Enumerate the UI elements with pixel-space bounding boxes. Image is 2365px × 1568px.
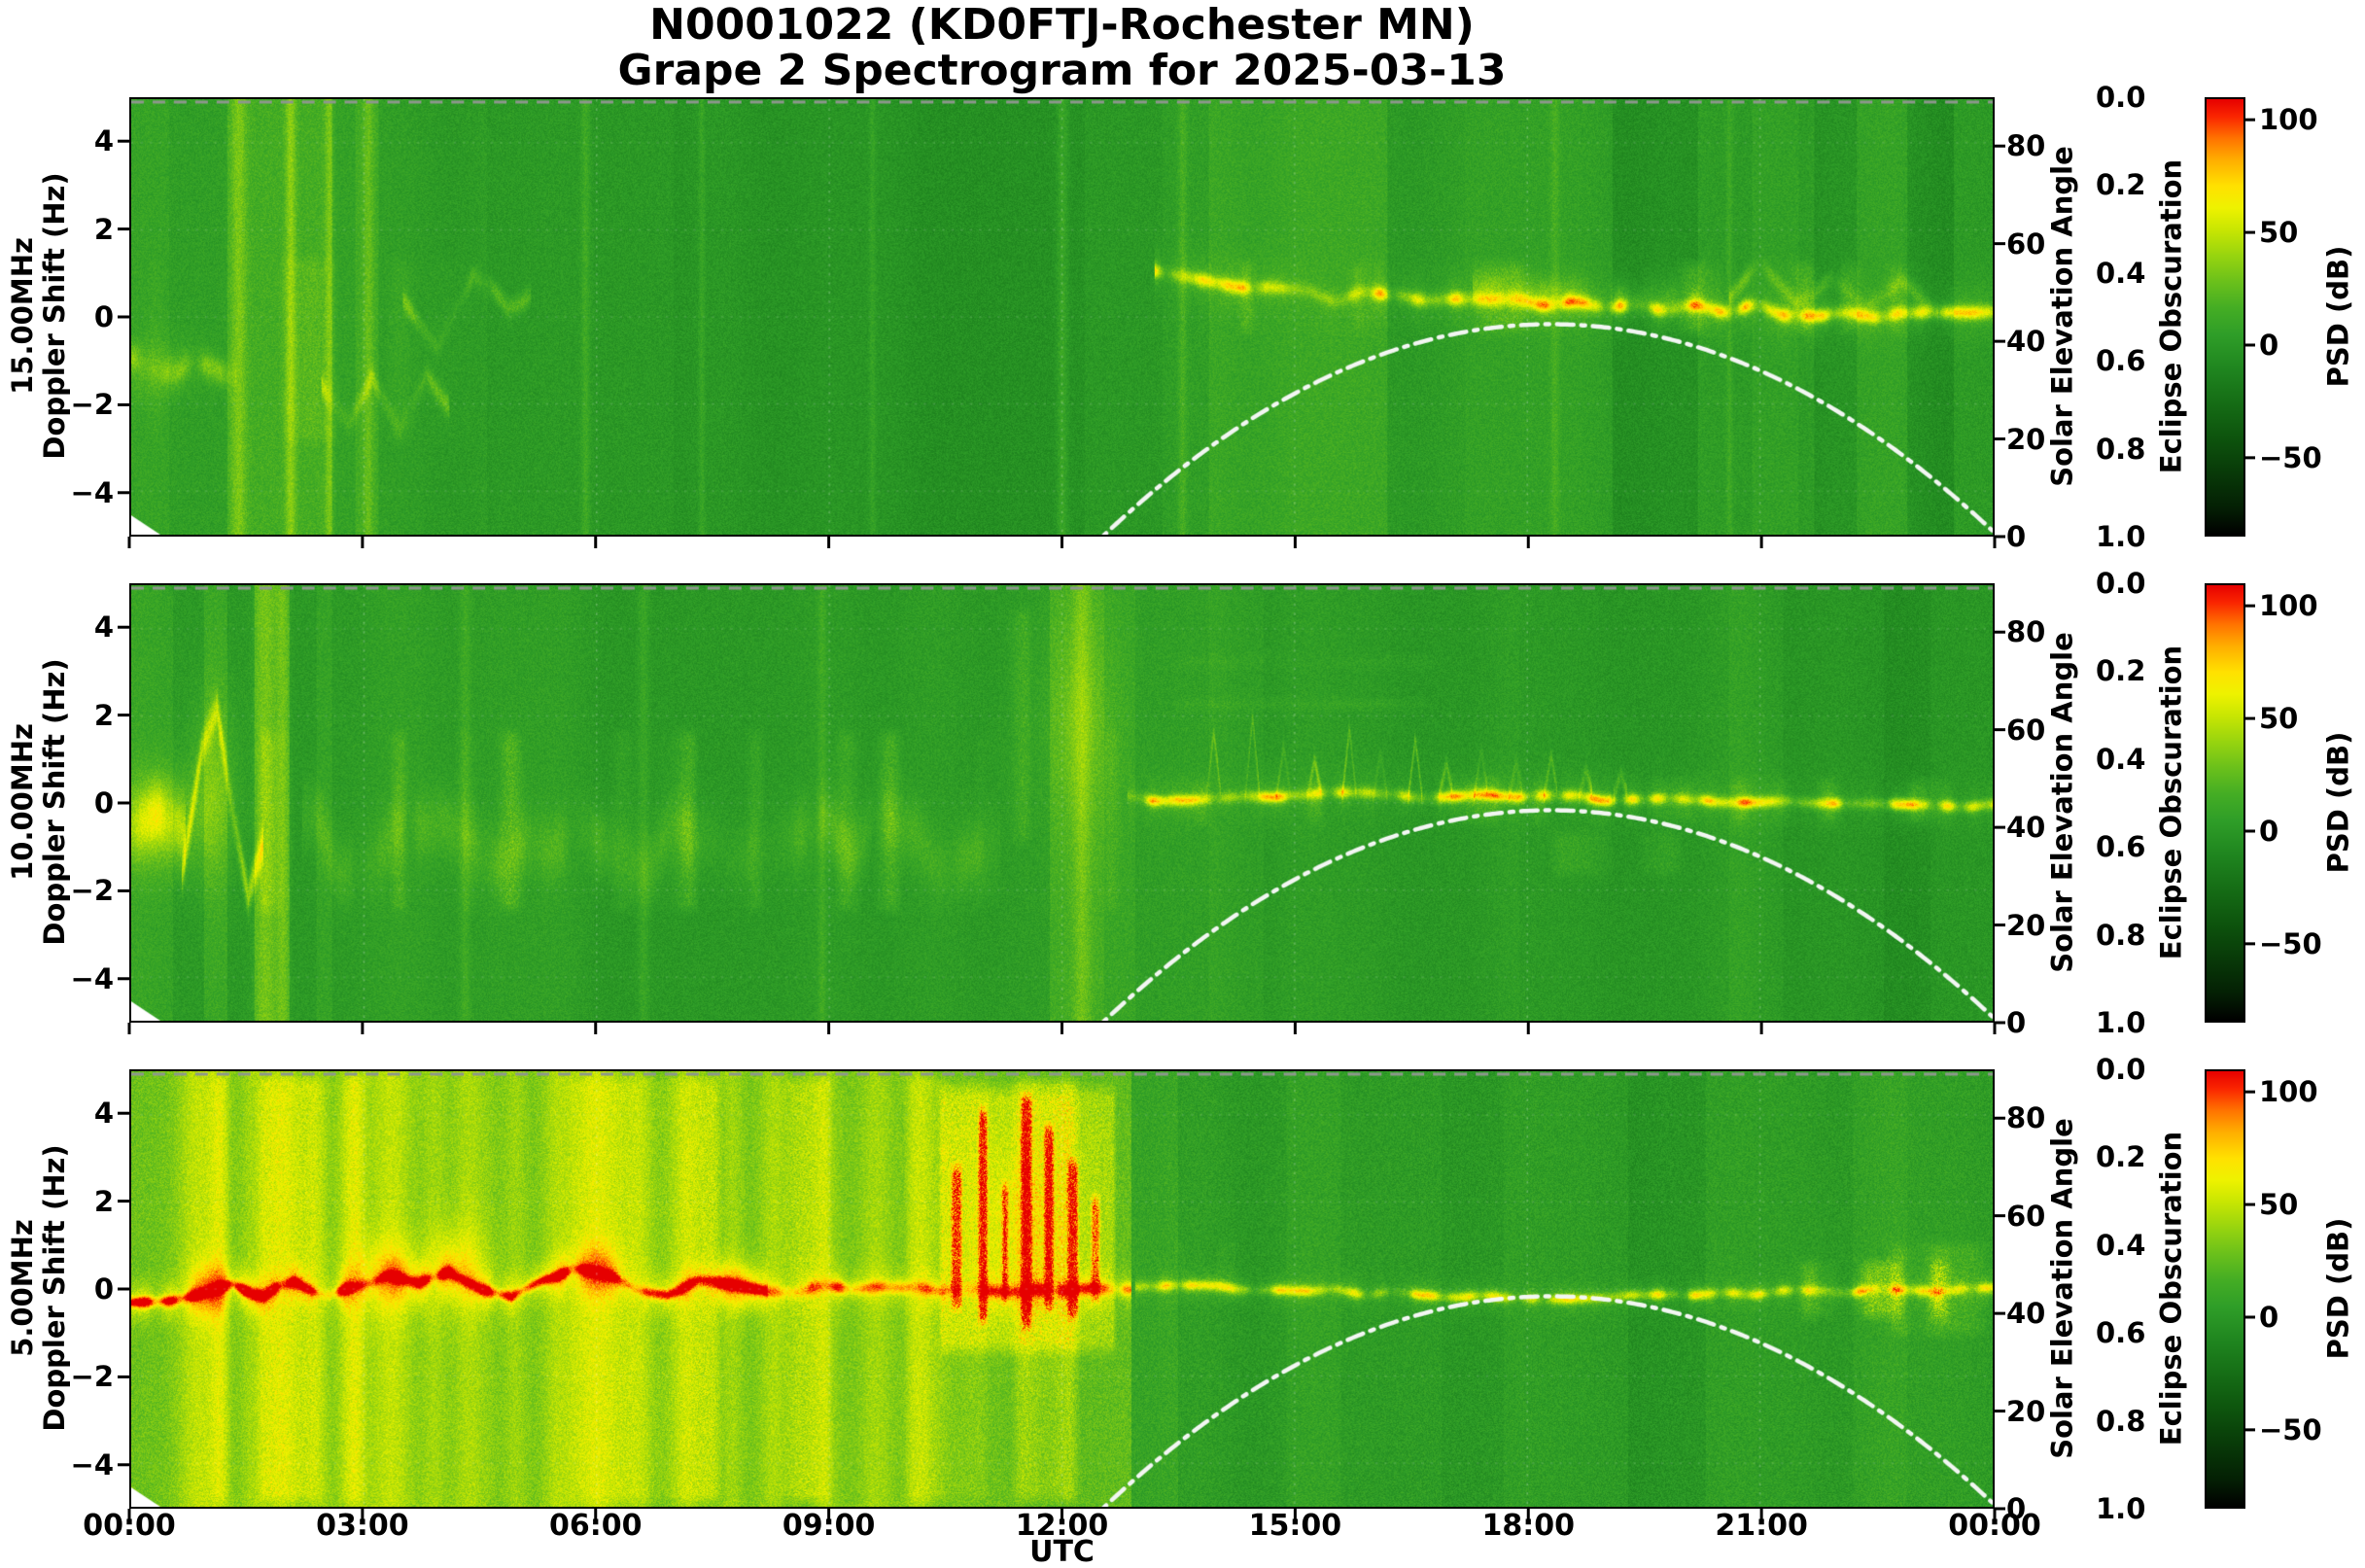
- solar-tick-label: 40: [2006, 325, 2046, 359]
- doppler-tick-label: −4: [70, 1447, 114, 1481]
- colorbar-tick-label: 100: [2259, 589, 2318, 623]
- figure-title: N0001022 (KD0FTJ-Rochester MN) Grape 2 S…: [129, 2, 1995, 93]
- doppler-tick-label: 0: [93, 300, 114, 333]
- doppler-tick-label: −4: [70, 961, 114, 995]
- doppler-tick-label: −2: [70, 1360, 114, 1394]
- eclipse-tick-label: 0.2: [2096, 654, 2146, 688]
- x-tick-label: 03:00: [316, 1509, 409, 1543]
- doppler-tick-label: 4: [93, 1097, 114, 1131]
- colorbar-tick-label: 100: [2259, 1075, 2318, 1109]
- psd-colorbar-15mhz: [2205, 97, 2245, 537]
- eclipse-tick-label: 0.4: [2096, 256, 2146, 290]
- eclipse-tick-label: 0.6: [2096, 1316, 2146, 1350]
- x-tick-label: 15:00: [1248, 1509, 1342, 1543]
- spectrogram-canvas-15mhz: [131, 99, 1993, 535]
- spectrogram-canvas-10mhz: [131, 585, 1993, 1021]
- eclipse-tick-label: 0.0: [2096, 81, 2146, 114]
- eclipse-tick-label: 0.2: [2096, 1140, 2146, 1174]
- solar-tick-label: 60: [2006, 226, 2046, 261]
- eclipse-tick-label: 0.0: [2096, 1053, 2146, 1086]
- solar-tick-label: 80: [2006, 129, 2046, 163]
- eclipse-tick-label: 1.0: [2096, 520, 2146, 553]
- solar-tick-label: 0: [2006, 520, 2027, 553]
- x-axis-label: UTC: [1029, 1535, 1095, 1568]
- psd-colorbar-10mhz: [2205, 583, 2245, 1023]
- eclipse-tick-label: 1.0: [2096, 1492, 2146, 1525]
- x-tick-label: 00:00: [1948, 1509, 2041, 1543]
- eclipse-tick-label: 0.6: [2096, 344, 2146, 378]
- eclipse-tick-label: 0.8: [2096, 918, 2146, 952]
- doppler-shift-label-5mhz: Doppler Shift (Hz): [38, 1144, 71, 1432]
- eclipse-tick-label: 0.0: [2096, 567, 2146, 600]
- eclipse-tick-label: 0.2: [2096, 168, 2146, 202]
- x-tick-label: 21:00: [1715, 1509, 1808, 1543]
- eclipse-tick-label: 0.8: [2096, 1404, 2146, 1438]
- x-tick-label: 18:00: [1481, 1509, 1576, 1543]
- doppler-tick-label: −4: [70, 475, 114, 509]
- solar-tick-label: 40: [2006, 1297, 2046, 1331]
- x-tick-label: 09:00: [782, 1509, 876, 1543]
- solar-tick-label: 20: [2006, 422, 2046, 456]
- y-axis-label-5mhz: 5.00MHz Doppler Shift (Hz): [6, 996, 71, 1568]
- eclipse-tick-label: 0.8: [2096, 432, 2146, 466]
- solar-tick-label: 60: [2006, 713, 2046, 747]
- colorbar-tick-label: 0: [2259, 328, 2279, 362]
- solar-elevation-axis-label-5mhz: Solar Elevation Angle: [2045, 1118, 2079, 1459]
- psd-colorbar-label-5mhz: PSD (dB): [2321, 1217, 2355, 1360]
- solar-tick-label: 20: [2006, 1394, 2046, 1428]
- colorbar-tick-label: 100: [2259, 103, 2318, 137]
- colorbar-tick-label: −50: [2259, 926, 2322, 960]
- spectrogram-panel-10mhz: [129, 583, 1995, 1023]
- doppler-tick-label: 4: [93, 610, 114, 645]
- solar-tick-label: 60: [2006, 1199, 2046, 1233]
- frequency-label-5mhz: 5.00MHz: [6, 1219, 39, 1357]
- title-line-1: N0001022 (KD0FTJ-Rochester MN): [649, 0, 1475, 50]
- x-tick-label: 00:00: [83, 1509, 176, 1543]
- eclipse-tick-label: 0.6: [2096, 830, 2146, 864]
- eclipse-tick-label: 0.4: [2096, 1228, 2146, 1262]
- doppler-tick-label: 2: [93, 212, 114, 246]
- eclipse-obscuration-axis-label-5mhz: Eclipse Obscuration: [2154, 1131, 2188, 1446]
- spectrogram-panel-5mhz: [129, 1069, 1995, 1509]
- solar-tick-label: 20: [2006, 908, 2046, 942]
- solar-tick-label: 40: [2006, 811, 2046, 845]
- eclipse-tick-label: 0.4: [2096, 742, 2146, 776]
- colorbar-tick-label: 50: [2259, 1188, 2299, 1222]
- colorbar-tick-label: −50: [2259, 440, 2322, 474]
- spectrogram-panel-15mhz: [129, 97, 1995, 537]
- eclipse-tick-label: 1.0: [2096, 1006, 2146, 1039]
- x-tick-label: 06:00: [549, 1509, 643, 1543]
- doppler-tick-label: −2: [70, 388, 114, 422]
- doppler-tick-label: 0: [93, 786, 114, 819]
- solar-tick-label: 0: [2006, 1006, 2027, 1039]
- colorbar-tick-label: 50: [2259, 702, 2299, 736]
- colorbar-tick-label: −50: [2259, 1412, 2322, 1446]
- spectrogram-canvas-5mhz: [131, 1071, 1993, 1507]
- doppler-tick-label: 4: [93, 124, 114, 158]
- doppler-tick-label: 2: [93, 698, 114, 732]
- colorbar-tick-label: 0: [2259, 1300, 2279, 1334]
- psd-colorbar-5mhz: [2205, 1069, 2245, 1509]
- doppler-tick-label: 0: [93, 1272, 114, 1306]
- doppler-tick-label: 2: [93, 1184, 114, 1218]
- colorbar-tick-label: 0: [2259, 814, 2279, 848]
- solar-tick-label: 80: [2006, 615, 2046, 649]
- doppler-tick-label: −2: [70, 874, 114, 908]
- solar-tick-label: 80: [2006, 1101, 2046, 1135]
- colorbar-tick-label: 50: [2259, 216, 2299, 250]
- x-tick-label: 12:00: [1015, 1509, 1109, 1543]
- title-line-2: Grape 2 Spectrogram for 2025-03-13: [617, 46, 1507, 95]
- solar-tick-label: 0: [2006, 1492, 2027, 1525]
